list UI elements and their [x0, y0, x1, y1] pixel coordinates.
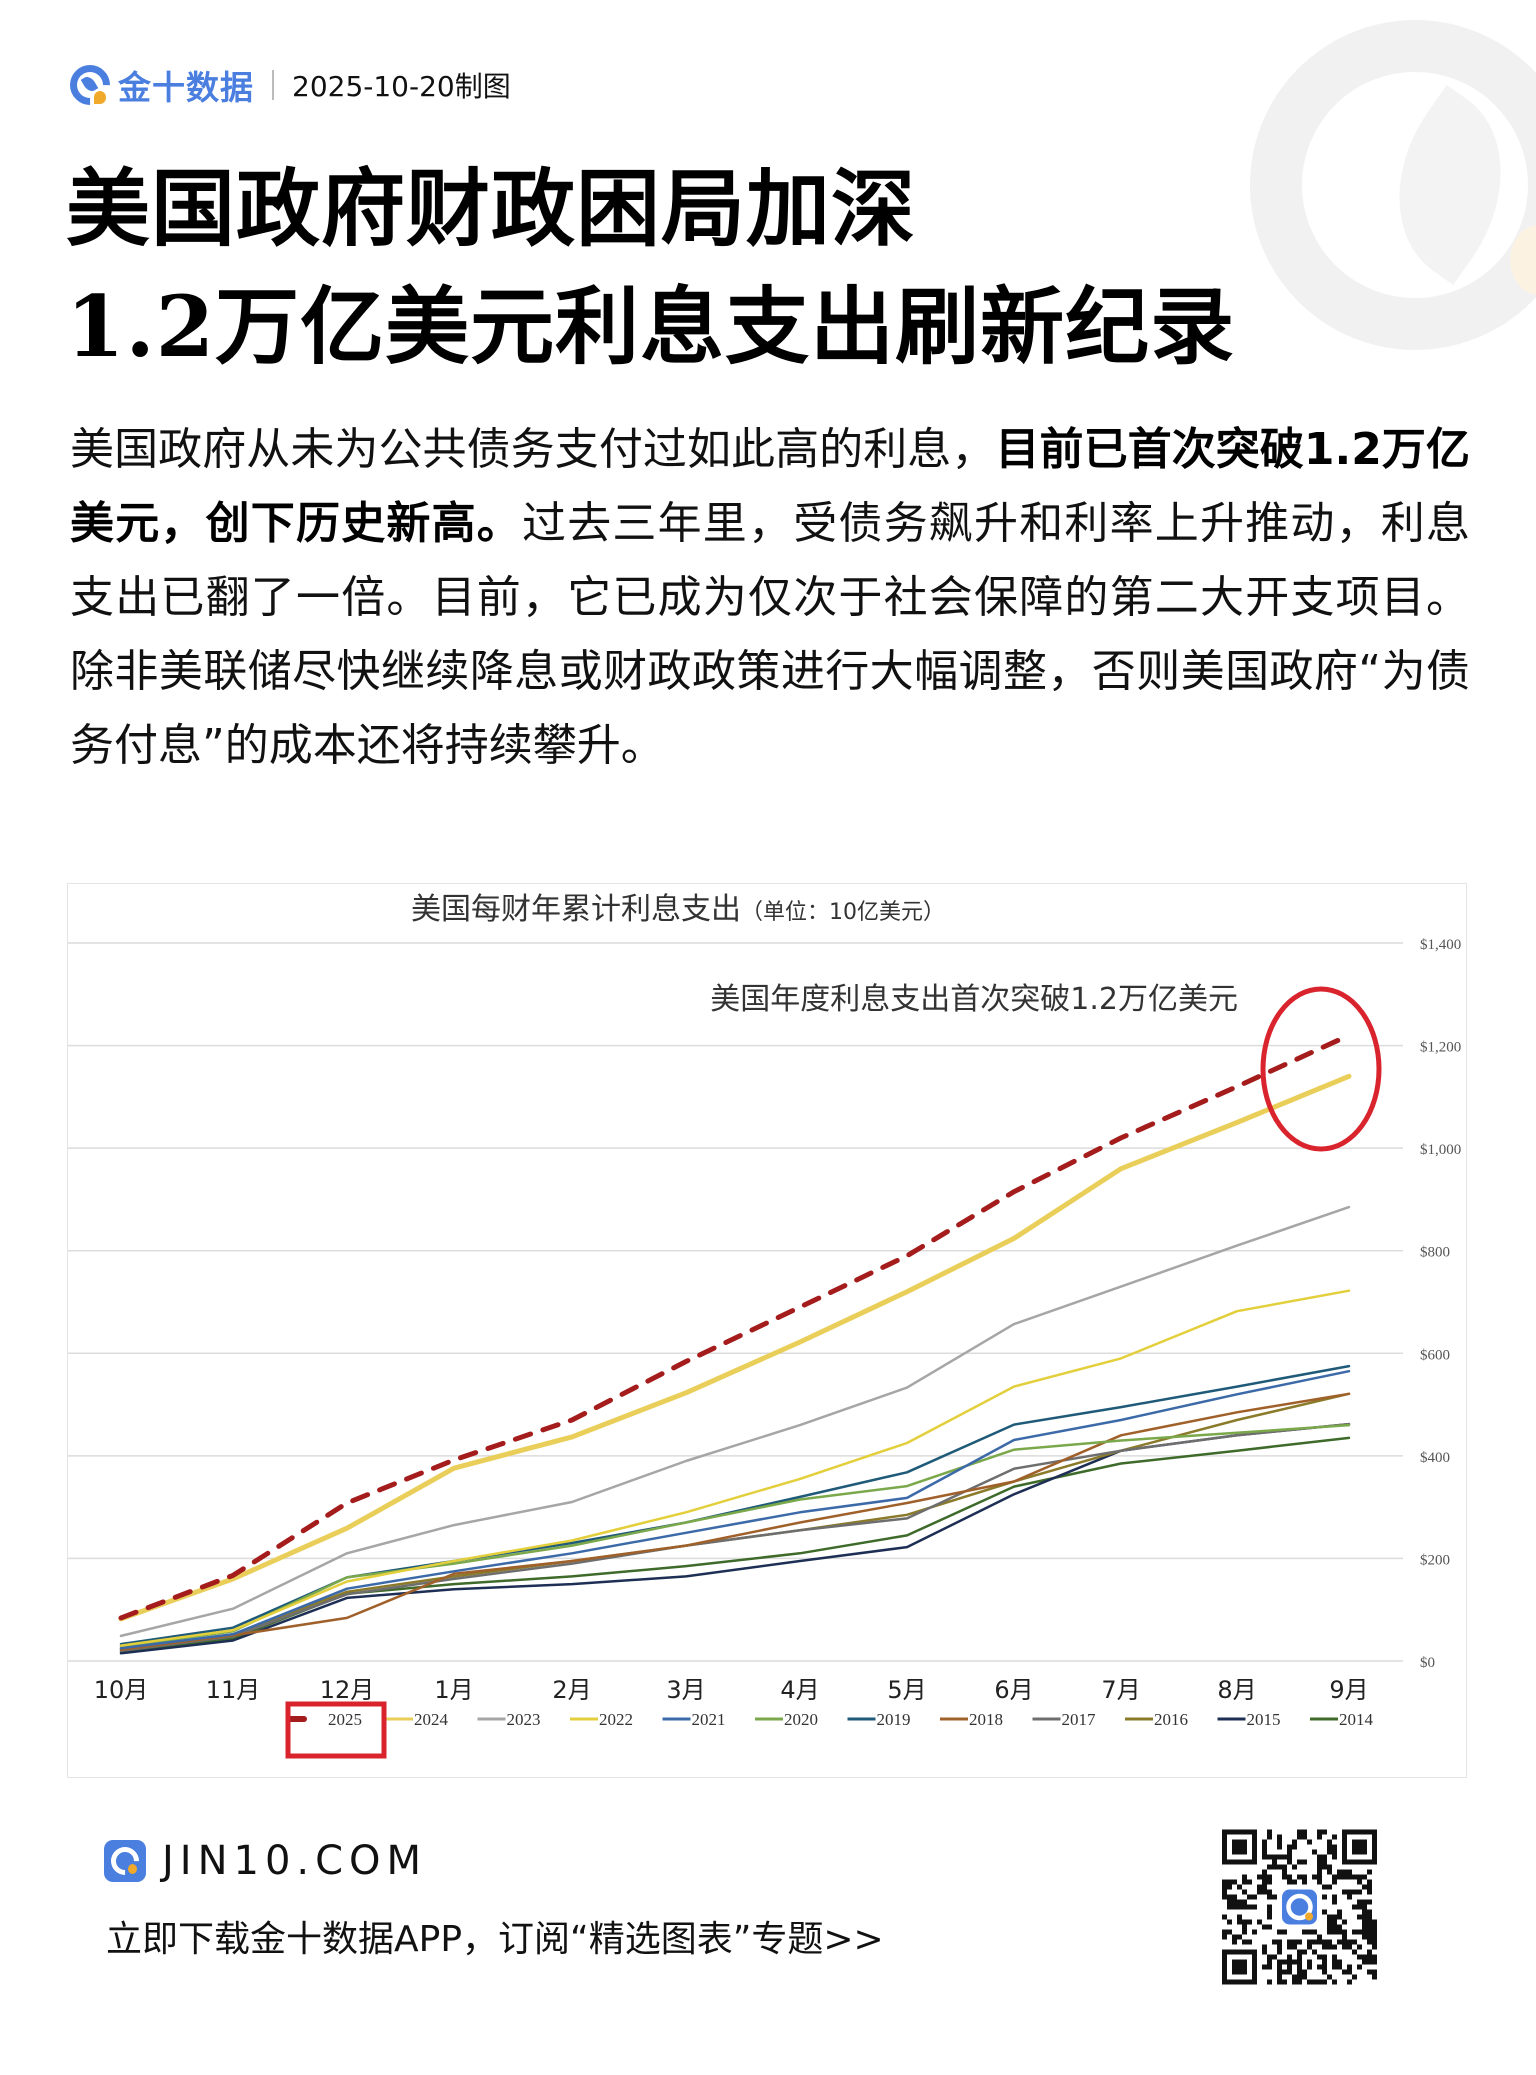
- legend-label: 2019: [877, 1710, 911, 1729]
- x-tick-label: 1月: [434, 1676, 473, 1704]
- legend-item-2023[interactable]: 2023: [477, 1710, 541, 1729]
- x-tick-label: 6月: [994, 1676, 1033, 1704]
- legend-item-2014[interactable]: 2014: [1310, 1710, 1374, 1729]
- legend-item-2020[interactable]: 2020: [755, 1710, 818, 1729]
- legend-label: 2024: [414, 1710, 449, 1729]
- legend-label: 2022: [599, 1710, 633, 1729]
- series-line-2019: [119, 1364, 1351, 1646]
- x-tick-label: 4月: [780, 1676, 819, 1704]
- legend-label: 2023: [507, 1710, 541, 1729]
- x-tick-label: 8月: [1217, 1676, 1256, 1704]
- body-text-intro: 美国政府从未为公共债务支付过如此高的利息，: [70, 424, 996, 475]
- legend-label: 2021: [692, 1710, 726, 1729]
- y-tick-label: $600: [1420, 1347, 1450, 1363]
- qr-code[interactable]: [1222, 1828, 1377, 1986]
- series-line-2017: [119, 1422, 1351, 1652]
- line-chart: 美国每财年累计利息支出（单位：10亿美元） $0 $200 $400 $600 $800 $…: [68, 892, 1461, 1759]
- y-tick-label: $0: [1420, 1655, 1435, 1671]
- x-tick-label: 10月: [94, 1676, 149, 1704]
- legend-item-2019[interactable]: 2019: [847, 1710, 911, 1729]
- footer-brand: JIN10.COM: [104, 1838, 427, 1884]
- x-tick-label: 9月: [1329, 1676, 1368, 1704]
- header: 金十数据 2025-10-20制图: [61, 56, 511, 114]
- legend-label: 2014: [1339, 1710, 1374, 1729]
- series-line-2025: [118, 1032, 1352, 1621]
- x-tick-label: 2月: [552, 1676, 591, 1704]
- legend-item-2021[interactable]: 2021: [662, 1710, 726, 1729]
- x-tick-label: 7月: [1101, 1676, 1140, 1704]
- series-line-2024: [118, 1073, 1352, 1622]
- chart-title: 美国每财年累计利息支出（单位：10亿美元）: [411, 892, 945, 927]
- series-line-2022: [119, 1289, 1351, 1647]
- legend-item-2015[interactable]: 2015: [1217, 1710, 1281, 1729]
- legend-item-2017[interactable]: 2017: [1032, 1710, 1097, 1729]
- series-line-2023: [119, 1205, 1351, 1638]
- legend-label: 2018: [969, 1710, 1003, 1729]
- legend-highlight-box: [285, 1701, 387, 1759]
- legend-label: 2025: [328, 1710, 362, 1729]
- legend-item-2018[interactable]: 2018: [940, 1710, 1003, 1729]
- y-tick-label: $1,000: [1420, 1142, 1461, 1158]
- y-tick-label: $200: [1420, 1552, 1450, 1568]
- series-line-2021: [119, 1369, 1351, 1650]
- legend-label: 2017: [1062, 1710, 1097, 1729]
- x-tick-label: 5月: [887, 1676, 926, 1704]
- legend-item-2025[interactable]: 2025: [287, 1710, 362, 1729]
- series-line-2018: [119, 1392, 1351, 1651]
- chart-container: 美国每财年累计利息支出（单位：10亿美元） $0 $200 $400 $600 $800 $…: [67, 883, 1467, 1778]
- header-divider: [272, 70, 274, 100]
- jin10-app-icon: [104, 1840, 146, 1882]
- title-line-2: 1.2万亿美元利息支出刷新纪录: [66, 277, 1236, 376]
- x-tick-label: 3月: [666, 1676, 705, 1704]
- legend-label: 2020: [784, 1710, 818, 1729]
- legend-item-2016[interactable]: 2016: [1125, 1710, 1188, 1729]
- legend-item-2022[interactable]: 2022: [570, 1710, 633, 1729]
- chart-date: 2025-10-20制图: [292, 70, 511, 103]
- qr-code-icon: [1222, 1829, 1377, 1985]
- footer-domain-link[interactable]: JIN10.COM: [162, 1838, 428, 1884]
- body-text-highlight: 目前已首次突破1.2万亿美元，创下历史新高。: [70, 424, 1470, 549]
- download-app-cta[interactable]: 立即下载金十数据APP，订阅“精选图表”专题>>: [106, 1919, 884, 1960]
- legend-item-2024[interactable]: 2024: [385, 1710, 449, 1729]
- highlight-circle: [1260, 986, 1382, 1152]
- y-tick-label: $1,400: [1420, 937, 1461, 953]
- page-title: 美国政府财政困局加深 1.2万亿美元利息支出刷新纪录: [66, 150, 1235, 386]
- x-tick-label: 12月: [320, 1676, 375, 1704]
- body-text-rest: 过去三年里，受债务飙升和利率上升推动，利息支出已翻了一倍。目前，它已成为仅次于社…: [70, 498, 1470, 771]
- article-body: 美国政府从未为公共债务支付过如此高的利息，目前已首次突破1.2万亿美元，创下历史…: [70, 413, 1470, 783]
- y-tick-label: $400: [1420, 1450, 1450, 1466]
- chart-annotation: 美国年度利息支出首次突破1.2万亿美元: [710, 982, 1238, 1017]
- series-line-2020: [119, 1423, 1351, 1648]
- x-tick-label: 11月: [206, 1676, 261, 1704]
- legend-label: 2015: [1247, 1710, 1281, 1729]
- legend-label: 2016: [1154, 1710, 1188, 1729]
- y-tick-label: $1,200: [1420, 1040, 1461, 1056]
- brand-name: 金十数据: [118, 68, 254, 107]
- jin10-logo-icon: [61, 56, 119, 114]
- title-line-1: 美国政府财政困局加深: [66, 159, 917, 258]
- y-tick-label: $800: [1420, 1245, 1450, 1261]
